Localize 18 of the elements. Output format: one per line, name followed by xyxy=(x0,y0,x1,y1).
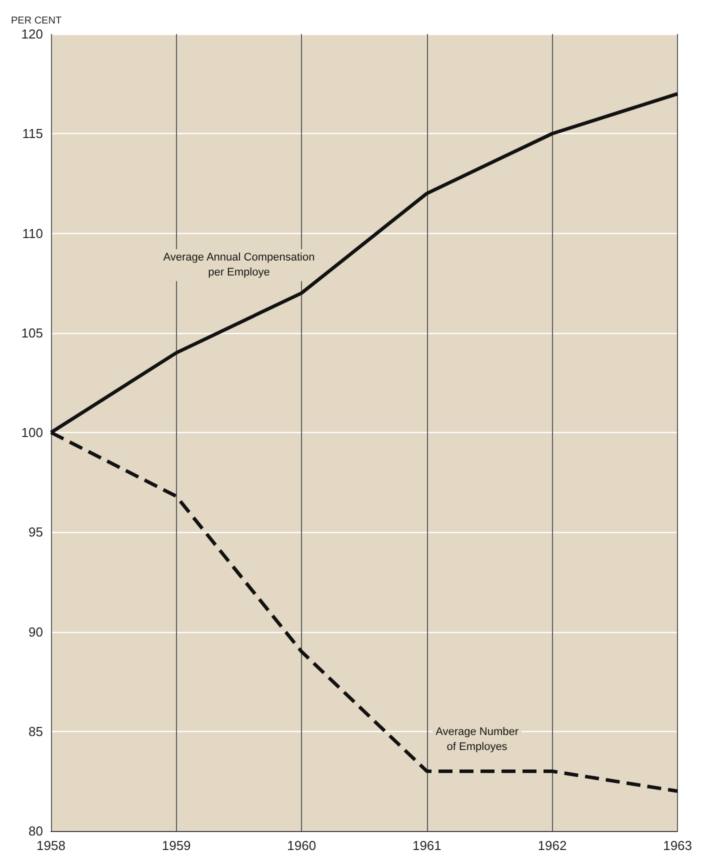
y-tick-label: 120 xyxy=(21,26,43,42)
y-tick-label: 110 xyxy=(22,226,43,241)
x-tick-label: 1962 xyxy=(538,838,567,853)
y-tick-label: 80 xyxy=(28,824,43,838)
x-tick-label: 1958 xyxy=(36,838,66,853)
x-tick-label: 1960 xyxy=(287,838,316,853)
x-tick-label: 1961 xyxy=(412,838,442,853)
series-label: Average Annual Compensation per Employe xyxy=(163,252,315,279)
y-tick-label: 85 xyxy=(28,724,43,739)
y-tick-label: 90 xyxy=(28,624,43,640)
y-axis-title: PER CENT xyxy=(11,16,62,26)
y-tick-label: 115 xyxy=(22,126,43,142)
y-tick-label: 100 xyxy=(21,425,43,440)
x-tick-label: 1959 xyxy=(162,838,191,853)
y-tick-label: 95 xyxy=(28,524,43,540)
series-label: Average Number of Employes xyxy=(436,726,519,753)
x-tick-label: 1963 xyxy=(663,838,692,853)
y-tick-label: 105 xyxy=(21,325,43,340)
